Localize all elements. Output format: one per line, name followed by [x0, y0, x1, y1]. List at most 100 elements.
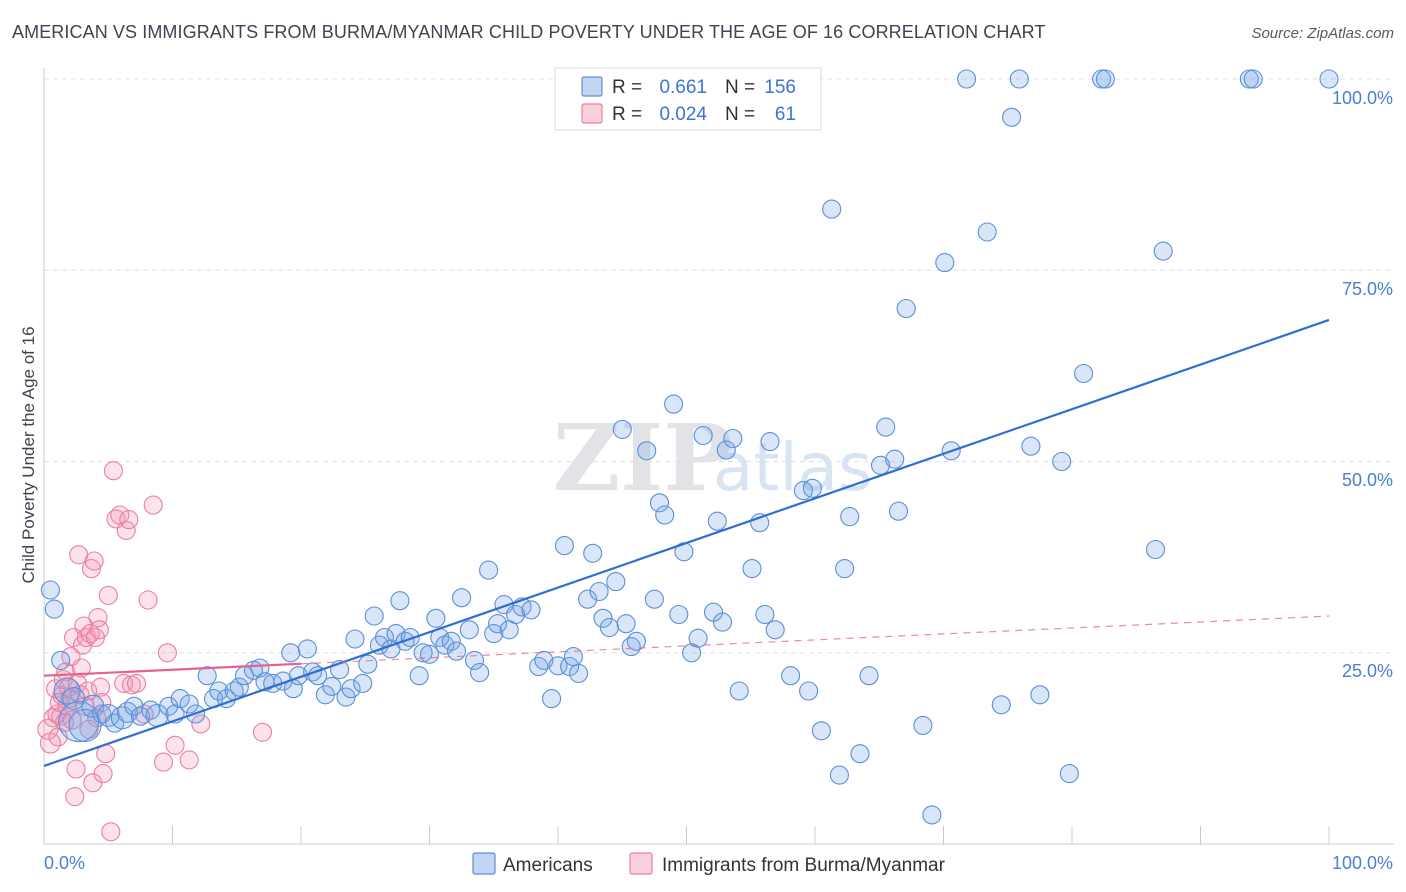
point-americans-106 [712, 612, 733, 632]
point-burma-25 [74, 616, 94, 636]
watermark-zip: ZIP [553, 404, 732, 512]
legend-n-value-burma: 61 [775, 104, 796, 125]
point-americans-50 [374, 627, 395, 648]
legend-swatch-burma [581, 103, 603, 124]
point-americans-14 [130, 706, 150, 726]
point-americans-44 [341, 679, 361, 699]
point-americans-86 [589, 581, 609, 602]
source-label: Source: ZipAtlas.com [1251, 25, 1394, 42]
point-americans-140 [1021, 436, 1041, 456]
point-burma-51 [126, 673, 147, 693]
page-title: AMERICAN VS IMMIGRANTS FROM BURMA/MYANMA… [12, 22, 1046, 42]
bottom-legend: Americans Immigrants from Burma/Myanmar [472, 852, 946, 876]
point-americans-39 [308, 666, 328, 686]
point-americans-143 [1059, 764, 1079, 784]
point-americans-148 [1153, 241, 1173, 261]
point-americans-73 [506, 604, 526, 625]
point-americans-127 [876, 417, 896, 437]
point-americans-19 [170, 689, 190, 709]
point-americans-56 [409, 666, 429, 686]
point-burma-11 [56, 662, 76, 682]
point-americans-55 [400, 627, 420, 648]
point-burma-23 [71, 658, 91, 678]
point-americans-0 [40, 580, 60, 600]
watermark-atlas: atlas [713, 429, 873, 506]
point-americans-103 [693, 425, 713, 446]
point-americans-70 [488, 614, 508, 634]
point-americans-102 [688, 628, 708, 648]
point-americans-132 [922, 805, 942, 825]
point-americans-68 [479, 560, 499, 580]
point-burma-38 [90, 677, 111, 697]
point-americans-46 [353, 673, 373, 693]
y-axis-title: Child Poverty Under the Age of 16 [19, 326, 38, 583]
point-americans-99 [669, 604, 689, 625]
point-americans-37 [297, 639, 317, 659]
point-americans-118 [802, 478, 822, 498]
point-burma-40 [93, 764, 113, 784]
point-burma-39 [92, 692, 112, 713]
point-americans-151 [1319, 69, 1339, 89]
point-americans-142 [1052, 451, 1072, 472]
y-tick-label-50: 50.0% [1342, 470, 1393, 490]
point-americans-63 [446, 641, 467, 661]
y-tick-label-100: 100.0% [1332, 88, 1393, 108]
point-americans-83 [569, 663, 589, 683]
point-americans-92 [621, 637, 641, 657]
point-americans-64 [452, 588, 472, 608]
point-americans-90 [612, 419, 632, 439]
point-americans-129 [888, 501, 909, 521]
point-americans-27 [229, 677, 249, 697]
point-americans-89 [606, 572, 626, 592]
point-americans-88 [599, 617, 619, 638]
point-americans-119 [811, 721, 831, 741]
point-americans-113 [760, 432, 780, 452]
point-americans-98 [664, 394, 684, 414]
point-burma-49 [119, 510, 139, 530]
point-burma-43 [101, 822, 121, 842]
point-americans-24 [209, 681, 229, 701]
point-americans-93 [626, 631, 646, 651]
point-burma-54 [143, 495, 163, 515]
point-americans-53 [390, 591, 410, 611]
trend-lines [43, 318, 1330, 768]
legend-swatch-americans [581, 76, 603, 97]
point-americans-2 [51, 650, 71, 670]
point-americans-126 [870, 455, 891, 475]
point-americans-146 [1095, 69, 1115, 89]
point-americans-137 [991, 695, 1011, 715]
legend-r-value-americans: 0.661 [659, 77, 707, 98]
y-tick-label-25: 25.0% [1342, 661, 1393, 681]
point-americans-1 [44, 599, 64, 619]
point-burma-18 [65, 787, 85, 807]
point-americans-135 [957, 69, 977, 89]
point-americans-80 [554, 536, 574, 556]
x-tick-label-max: 100.0% [1332, 853, 1393, 873]
point-americans-75 [521, 600, 541, 620]
point-americans-150 [1243, 69, 1263, 89]
point-americans-105 [707, 511, 727, 531]
point-americans-131 [913, 715, 933, 735]
point-americans-133 [935, 253, 955, 273]
point-americans-48 [364, 606, 384, 626]
point-americans-124 [850, 744, 870, 764]
point-americans-147 [1145, 539, 1166, 560]
bottom-legend-label-burma: Immigrants from Burma/Myanmar [662, 855, 946, 876]
point-americans-62 [441, 631, 461, 651]
point-burma-44 [103, 461, 123, 481]
point-americans-96 [649, 493, 670, 513]
legend-n-label-americans: N = [725, 77, 755, 98]
point-americans-136 [977, 222, 997, 242]
point-burma-53 [138, 590, 158, 610]
point-americans-87 [593, 608, 613, 628]
point-americans-34 [281, 643, 301, 663]
point-americans-58 [419, 644, 440, 664]
point-americans-122 [835, 559, 855, 579]
point-burma-55 [153, 752, 174, 772]
point-americans-3 [53, 677, 81, 705]
point-americans-120 [822, 199, 842, 219]
legend-r-value-burma: 0.024 [659, 104, 707, 125]
legend-box [554, 67, 822, 131]
point-americans-84 [578, 589, 598, 609]
